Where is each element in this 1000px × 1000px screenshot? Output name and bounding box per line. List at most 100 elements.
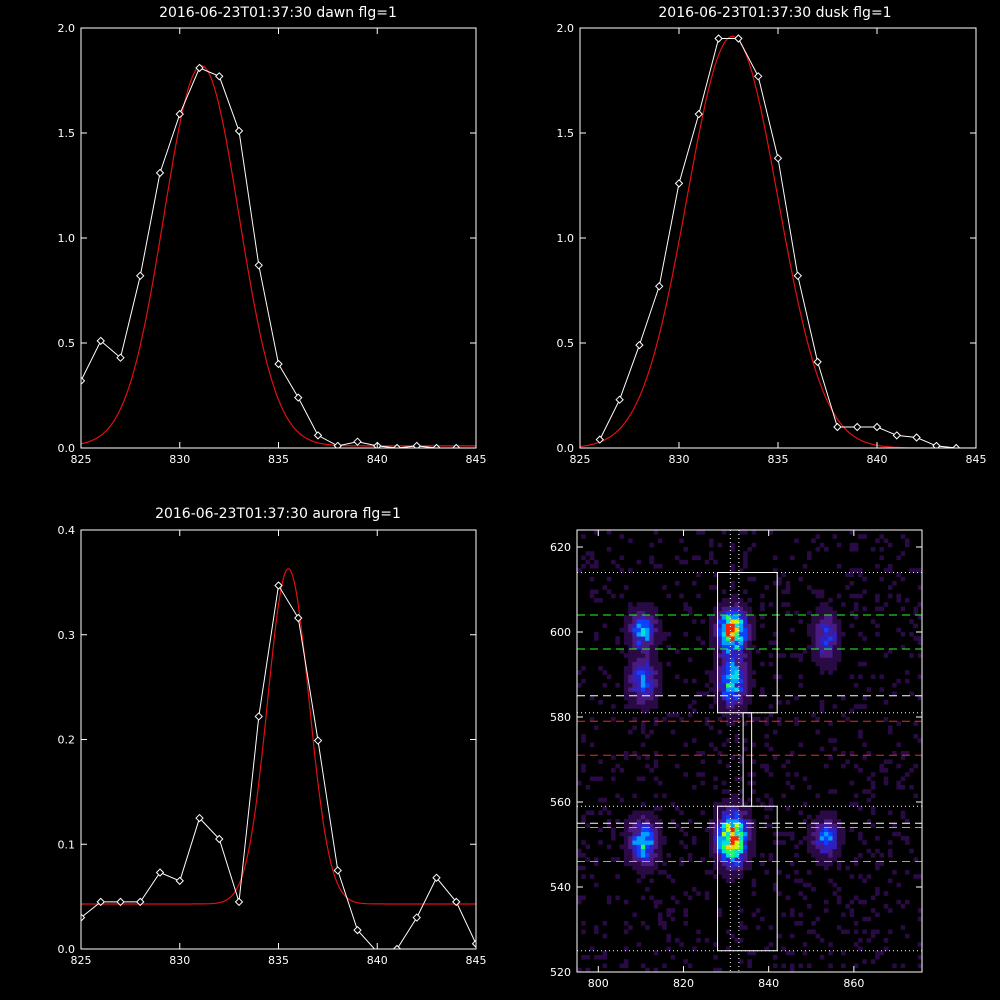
heatmap-cell (747, 823, 752, 828)
heatmap-cell (700, 810, 706, 816)
heatmap-cell (602, 921, 608, 926)
heatmap-cell (721, 589, 727, 595)
heatmap-cell (913, 734, 919, 739)
heatmap-cell (751, 836, 757, 841)
heatmap-cell (832, 844, 838, 850)
heatmap-cell (662, 585, 667, 590)
heatmap-cell (645, 657, 650, 663)
heatmap-cell (717, 640, 723, 646)
heatmap-cell (717, 967, 723, 973)
heatmap-cell (738, 938, 744, 943)
heatmap-cell (640, 921, 646, 926)
heatmap-cell (913, 857, 919, 862)
heatmap-cell (738, 712, 744, 718)
fit-curve (81, 568, 476, 905)
heatmap-cell (832, 619, 838, 624)
heatmap-cell (798, 657, 804, 663)
heatmap-cell (743, 700, 748, 705)
heatmap-cell (811, 848, 816, 854)
heatmap-cell (653, 848, 659, 854)
heatmap-cell (738, 921, 744, 926)
heatmap-cell (845, 572, 850, 578)
data-point (254, 712, 263, 721)
heatmap-cell (849, 610, 855, 616)
heatmap-cell (628, 823, 633, 828)
heatmap-cell (640, 683, 646, 688)
heatmap-cell (824, 819, 829, 824)
heatmap-cell (687, 857, 693, 862)
heatmap-cell (645, 678, 650, 684)
heatmap-cell (619, 568, 625, 573)
heatmap-cell (862, 742, 867, 748)
heatmap-cell (717, 853, 723, 858)
heatmap-cell (811, 538, 816, 544)
heatmap-cell (645, 695, 650, 701)
heatmap-cell (853, 593, 859, 599)
heatmap-cell (785, 831, 791, 837)
heatmap-cell (841, 632, 846, 637)
heatmap-cell (670, 955, 676, 960)
heatmap-cell (764, 814, 769, 820)
heatmap-cell (747, 649, 752, 654)
heatmap-cell (721, 789, 727, 794)
heatmap-cell (734, 827, 740, 833)
heatmap-cell (904, 751, 910, 756)
heatmap-cell (743, 649, 748, 654)
heatmap-cell (883, 568, 889, 573)
heatmap-cell (734, 598, 740, 603)
heatmap-cell (819, 814, 825, 820)
heatmap-cell (862, 878, 867, 884)
heatmap-cell (900, 810, 906, 816)
heatmap-cell (628, 666, 633, 671)
heatmap-cell (640, 844, 646, 850)
heatmap-cell (772, 963, 778, 969)
heatmap-cell (819, 700, 825, 705)
heatmap-cell (692, 700, 697, 705)
heatmap-cell (743, 674, 748, 680)
heatmap-cell (717, 840, 723, 845)
heatmap-cell (730, 823, 735, 828)
heatmap-cell (623, 615, 629, 620)
heatmap-cell (692, 619, 697, 624)
heatmap-cell (832, 666, 838, 671)
heatmap-cell (747, 606, 752, 612)
heatmap-cell (679, 827, 684, 833)
heatmap-cell (751, 636, 757, 641)
heatmap-cell (577, 670, 582, 675)
heatmap-cell (577, 780, 582, 786)
heatmap-cell (594, 598, 599, 603)
heatmap-cell (628, 649, 633, 654)
heatmap-cell (632, 810, 637, 816)
heatmap-cell (734, 619, 740, 624)
heatmap-cell (649, 878, 654, 884)
heatmap-cell (815, 827, 821, 833)
heatmap-cell (751, 819, 757, 824)
heatmap-cell (815, 644, 821, 650)
heatmap-cell (751, 772, 757, 777)
heatmap-cell (713, 942, 718, 947)
heatmap-cell (811, 644, 816, 650)
data-point (155, 168, 165, 178)
x-tick-label: 840 (367, 453, 388, 466)
heatmap-cell (577, 967, 582, 973)
heatmap-cell (789, 555, 795, 561)
plot-clip-group (81, 63, 476, 448)
heatmap-cell (713, 640, 718, 646)
heatmap-cell (649, 687, 654, 692)
heatmap-cell (606, 589, 612, 595)
heatmap-cell (832, 853, 838, 858)
heatmap-cell (623, 636, 629, 641)
heatmap-cell (772, 555, 778, 561)
heatmap-cell (619, 963, 625, 969)
heatmap-cell (811, 653, 816, 658)
x-tick-label: 840 (758, 977, 779, 990)
heatmap-cell (649, 700, 654, 705)
heatmap-cell (628, 657, 633, 663)
heatmap-cell (657, 683, 663, 688)
heatmap-cell (747, 678, 752, 684)
data-point (694, 109, 704, 119)
heatmap-cell (772, 840, 778, 845)
heatmap-cell (717, 542, 723, 548)
